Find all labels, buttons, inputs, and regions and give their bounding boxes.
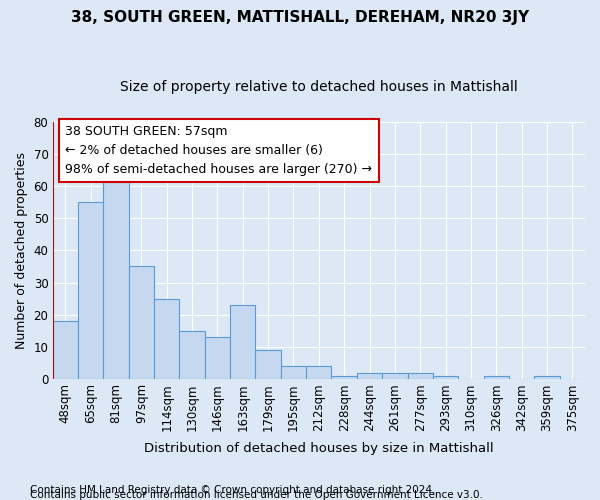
Bar	[154, 298, 179, 379]
Text: 38, SOUTH GREEN, MATTISHALL, DEREHAM, NR20 3JY: 38, SOUTH GREEN, MATTISHALL, DEREHAM, NR…	[71, 10, 529, 25]
Text: Contains HM Land Registry data © Crown copyright and database right 2024.: Contains HM Land Registry data © Crown c…	[30, 485, 436, 495]
Bar	[53, 321, 78, 379]
Bar	[128, 266, 154, 379]
Y-axis label: Number of detached properties: Number of detached properties	[15, 152, 28, 349]
Bar	[179, 331, 205, 379]
Bar	[534, 376, 560, 379]
Bar	[230, 305, 256, 379]
Bar	[407, 372, 433, 379]
Bar	[78, 202, 103, 379]
Bar	[103, 166, 128, 379]
Title: Size of property relative to detached houses in Mattishall: Size of property relative to detached ho…	[120, 80, 518, 94]
X-axis label: Distribution of detached houses by size in Mattishall: Distribution of detached houses by size …	[144, 442, 494, 455]
Bar	[357, 372, 382, 379]
Bar	[205, 337, 230, 379]
Bar	[484, 376, 509, 379]
Bar	[281, 366, 306, 379]
Bar	[306, 366, 331, 379]
Bar	[331, 376, 357, 379]
Bar	[433, 376, 458, 379]
Text: 38 SOUTH GREEN: 57sqm
← 2% of detached houses are smaller (6)
98% of semi-detach: 38 SOUTH GREEN: 57sqm ← 2% of detached h…	[65, 125, 372, 176]
Text: Contains public sector information licensed under the Open Government Licence v3: Contains public sector information licen…	[30, 490, 483, 500]
Bar	[382, 372, 407, 379]
Bar	[256, 350, 281, 379]
